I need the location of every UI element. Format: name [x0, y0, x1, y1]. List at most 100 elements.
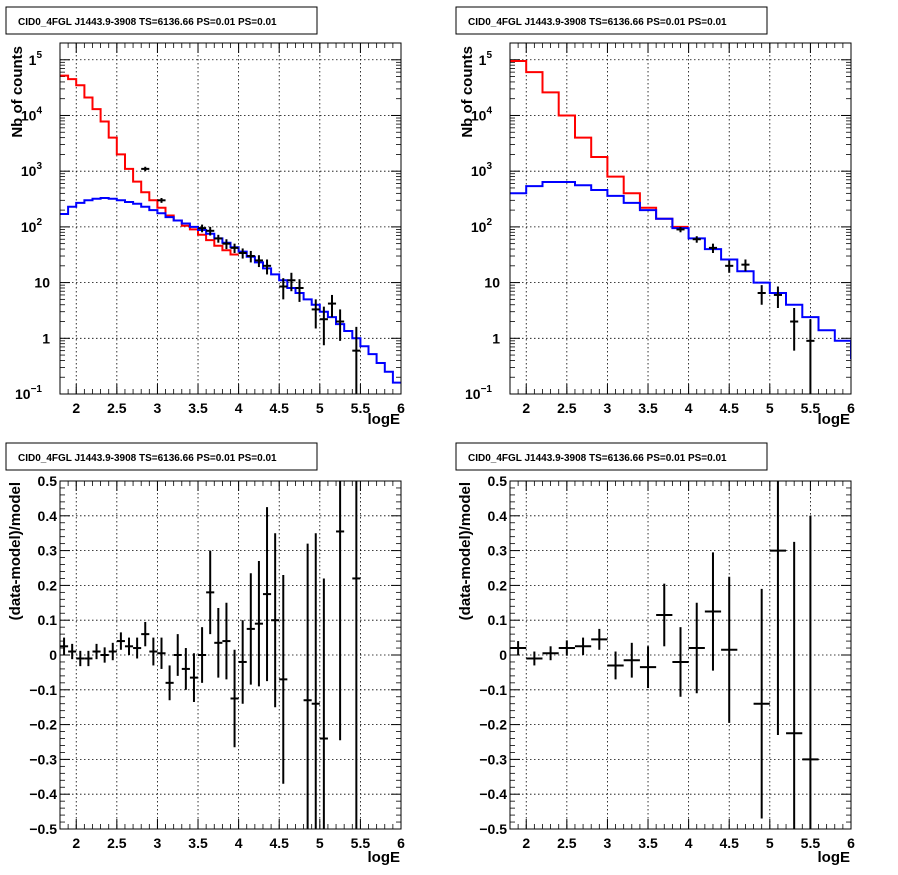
data-point [116, 632, 125, 650]
x-tick-label: 4 [685, 400, 693, 416]
data-point [238, 248, 247, 259]
x-tick-label: 3 [604, 400, 612, 416]
x-tick-label: 6 [847, 835, 855, 851]
chart-title: CID0_4FGL J1443.9-3908 TS=6136.66 PS=0.0… [468, 453, 727, 464]
title-box [455, 6, 768, 35]
data-point [802, 515, 819, 829]
data-point [206, 226, 215, 236]
y-tick-label: −0.3 [479, 751, 507, 767]
plot-frame [59, 42, 402, 395]
data-point [246, 573, 255, 685]
y-tick-label: 103 [21, 161, 43, 179]
model-histogram-line [60, 197, 401, 384]
data-point [623, 642, 640, 678]
y-tick-label: 10−1 [15, 384, 42, 402]
data-point [704, 552, 722, 671]
data-point [672, 627, 689, 697]
y-tick-label: 102 [21, 217, 43, 235]
data-point [206, 550, 215, 635]
data-point [558, 640, 575, 656]
x-axis-label: logE [368, 411, 401, 428]
data-point [254, 255, 263, 268]
panel-residuals-right: CID0_4FGL J1443.9-3908 TS=6136.66 PS=0.0… [455, 442, 855, 866]
data-point [100, 647, 109, 663]
data-point [311, 299, 320, 329]
data-point [68, 643, 77, 660]
x-tick-label: 2 [72, 835, 80, 851]
data-point [790, 307, 799, 351]
x-tick-label: 2.5 [557, 400, 577, 416]
y-tick-label: 0.5 [488, 473, 508, 489]
x-tick-label: 3.5 [638, 835, 658, 851]
model-histogram-line [510, 181, 851, 360]
data-point [214, 608, 223, 678]
data-point [262, 259, 272, 275]
data-point [639, 646, 657, 689]
data-point [124, 637, 134, 655]
y-axis-label: Nb of counts [459, 46, 476, 138]
title-box [5, 6, 318, 35]
data-point [189, 653, 199, 702]
data-point [230, 243, 239, 253]
data-point [198, 627, 207, 683]
plot-area: 2 2.5 3 3.5 4 4.5 5 5.5 6 −0.5 −0.4 −0.3 −0.2 −0.1 0 0.… [29, 473, 405, 851]
data-point [230, 649, 239, 748]
data-point [741, 259, 750, 272]
x-tick-label: 3.5 [638, 400, 658, 416]
data-point [173, 634, 182, 676]
plot-background [60, 481, 401, 829]
data-point [352, 326, 361, 394]
y-axis-label: (data-model)/model [7, 482, 24, 620]
x-tick-label: 5.5 [801, 400, 821, 416]
data-point [773, 286, 782, 308]
x-tick-label: 4 [235, 835, 243, 851]
data-point [84, 650, 93, 667]
x-tick-label: 5 [316, 835, 324, 851]
series-layer [510, 481, 819, 829]
title-box [5, 442, 318, 471]
data-point [311, 533, 320, 829]
y-tick-label: −0.1 [29, 682, 57, 698]
x-tick-label: 3 [604, 835, 612, 851]
y-tick-label: −0.1 [479, 682, 507, 698]
x-tick-label: 6 [397, 835, 405, 851]
y-tick-label: −0.5 [479, 821, 507, 837]
y-tick-label: 0 [499, 647, 507, 663]
data-point [542, 646, 559, 661]
data-point [108, 642, 117, 661]
data-point [591, 628, 608, 650]
y-tick-label: 10−1 [465, 384, 492, 402]
y-tick-label: 15 [479, 50, 493, 68]
x-axis-label: logE [368, 849, 401, 866]
chart-title: CID0_4FGL J1443.9-3908 TS=6136.66 PS=0.0… [468, 17, 727, 28]
y-tick-label: −0.2 [29, 717, 57, 733]
x-tick-label: 4.5 [269, 835, 289, 851]
series-layer [60, 481, 361, 829]
x-tick-label: 5 [316, 400, 324, 416]
y-tick-label: 10 [484, 275, 500, 291]
plot-background [60, 43, 401, 394]
y-tick-label: 0.1 [38, 612, 58, 628]
data-point [574, 637, 592, 655]
x-tick-label: 5 [766, 835, 774, 851]
x-tick-label: 2.5 [557, 835, 577, 851]
y-tick-label: 0.1 [488, 612, 508, 628]
y-tick-label: 15 [29, 50, 43, 68]
data-point [510, 641, 527, 655]
data-point [287, 272, 296, 292]
x-tick-label: 4.5 [719, 400, 739, 416]
data-point [165, 665, 174, 701]
x-tick-label: 2 [72, 400, 80, 416]
data-point [60, 637, 69, 655]
data-point [279, 574, 288, 784]
x-tick-label: 4.5 [719, 835, 739, 851]
series-layer [60, 74, 401, 394]
data-point [271, 533, 280, 708]
data-point [526, 651, 543, 666]
y-tick-label: 0.4 [488, 508, 508, 524]
plot-background [510, 43, 851, 394]
panel-counts-right: CID0_4FGL J1443.9-3908 TS=6136.66 PS=0.0… [455, 6, 855, 428]
x-tick-label: 6 [847, 400, 855, 416]
data-point [692, 236, 701, 243]
